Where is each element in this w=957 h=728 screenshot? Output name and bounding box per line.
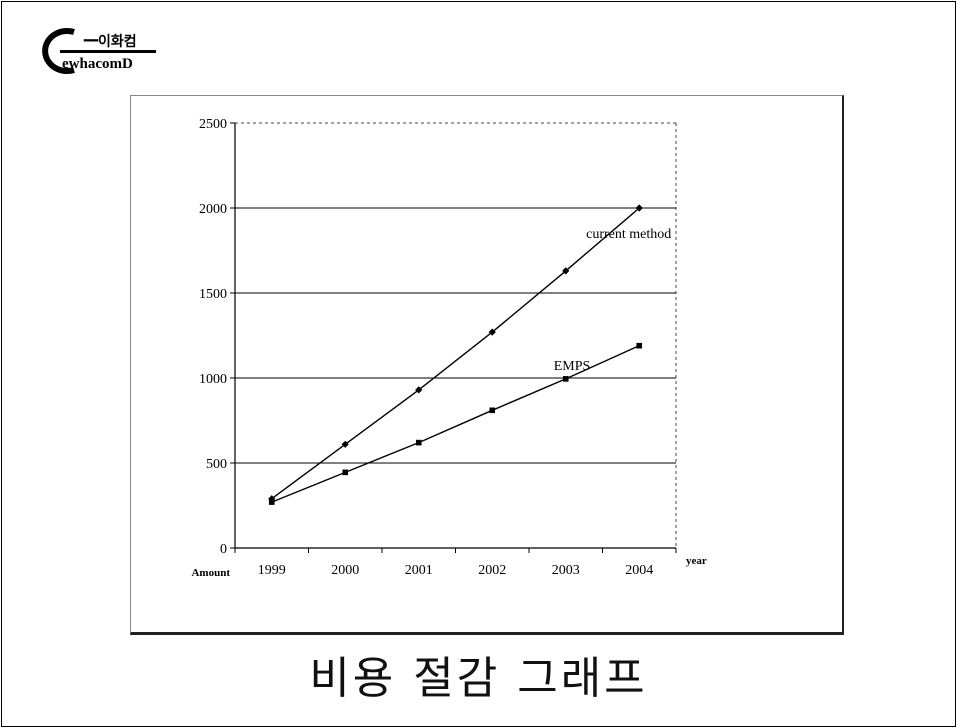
y-tick-label: 0	[220, 542, 227, 557]
x-tick-label: 1999	[258, 563, 286, 578]
y-tick-label: 1000	[199, 372, 227, 387]
y-tick-label: 1500	[199, 287, 227, 302]
data-point-square	[636, 342, 643, 349]
data-point-square	[415, 439, 422, 446]
ewhacom-logo: ━이화컴 ewhacomD	[42, 28, 156, 74]
data-point-square	[268, 499, 275, 505]
x-tick-label: 2000	[331, 563, 359, 578]
x-axis-label: year	[686, 555, 707, 567]
x-tick-label: 2002	[478, 563, 506, 578]
x-tick-label: 2001	[405, 563, 433, 578]
y-tick-label: 2500	[199, 117, 227, 132]
data-point-diamond	[635, 204, 643, 212]
data-point-square	[562, 376, 569, 382]
data-point-square	[489, 407, 496, 414]
y-tick-label: 2000	[199, 202, 227, 217]
x-tick-label: 2004	[625, 563, 653, 578]
series-line-0	[271, 207, 640, 500]
series-label-emps: EMPS	[554, 359, 591, 374]
series-label-current-method: current method	[586, 227, 671, 242]
logo-text: ewhacomD	[62, 56, 133, 72]
data-point-diamond	[341, 440, 349, 448]
y-axis-label: Amount	[191, 567, 230, 579]
y-tick-label: 500	[206, 457, 227, 472]
line-chart: 0 500 1000 1500 2000 2500 1999 2000 2001 2002 2003…	[191, 117, 707, 579]
chart-caption: 비용 절감 그래프	[309, 653, 648, 704]
x-tick-label: 2003	[552, 563, 580, 578]
data-point-square	[342, 469, 349, 476]
data-point-diamond	[415, 386, 423, 394]
series-line-1	[271, 345, 640, 503]
svg-text:━이화컴: ━이화컴	[83, 33, 137, 50]
chart-area: 0 500 1000 1500 2000 2500 1999 2000 2001 2002 2003…	[130, 95, 844, 635]
